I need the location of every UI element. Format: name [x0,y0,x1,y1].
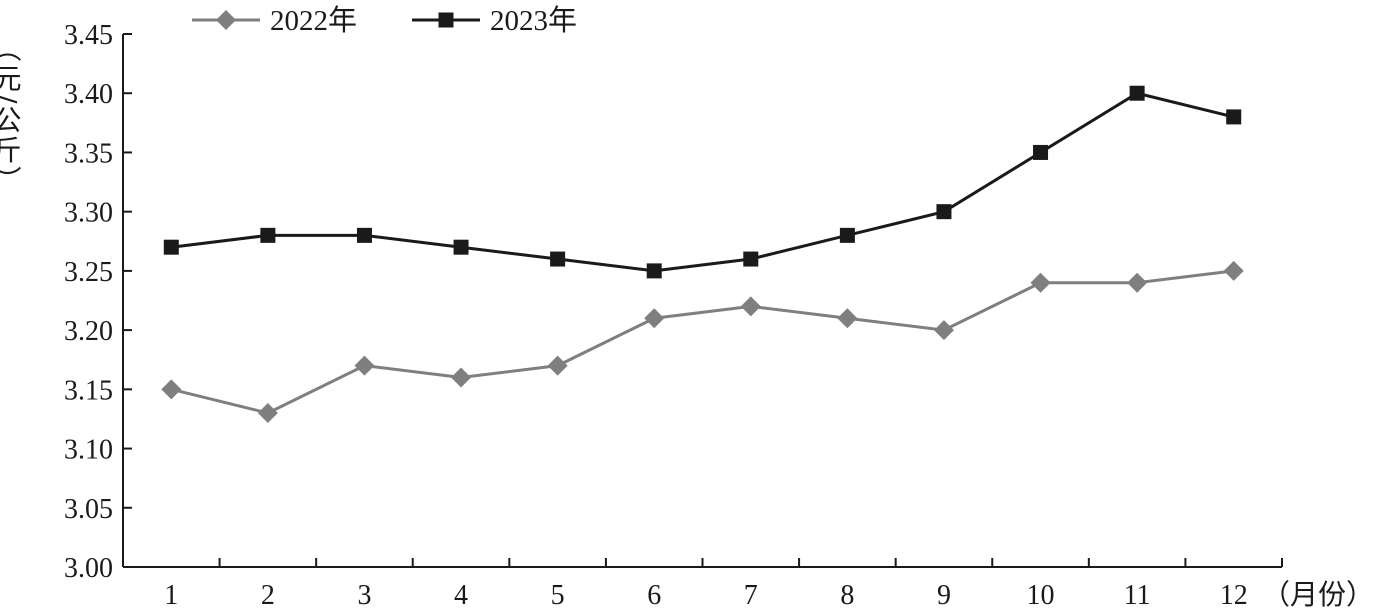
data-point [161,379,182,400]
x-axis-label: （月份） [1262,578,1374,611]
y-tick-label: 3.15 [64,375,113,406]
x-tick-label: 3 [357,580,371,611]
y-tick-label: 3.45 [64,20,113,51]
data-point [1129,85,1145,101]
data-point [839,227,855,243]
y-axis-label: （元/公斤） [0,34,23,195]
x-tick-label: 8 [840,580,854,611]
x-tick-label: 10 [1027,580,1055,611]
y-tick-label: 3.30 [64,198,113,229]
data-point [1127,272,1148,293]
data-point [453,239,469,255]
y-tick-label: 3.20 [64,316,113,347]
data-point [163,239,179,255]
legend-marker [438,12,454,28]
data-point [1226,109,1242,125]
data-point [257,403,278,424]
legend-entry: 2022年 [192,4,357,37]
x-tick-label: 7 [744,580,758,611]
data-point [1223,260,1244,281]
x-tick-label: 1 [164,580,178,611]
x-tick-label: 4 [454,580,468,611]
series-line [171,91,1235,273]
series-line [170,269,1234,415]
y-tick-label: 3.25 [64,257,113,288]
data-point [1033,144,1049,160]
data-point [740,296,761,317]
data-point [837,308,858,329]
data-point [550,251,566,267]
y-tick-label: 3.05 [64,494,113,525]
data-point [646,263,662,279]
y-tick-label: 3.40 [64,79,113,110]
x-tick-label: 11 [1124,580,1151,611]
x-tick-label: 12 [1220,580,1248,611]
data-point [1030,272,1051,293]
legend-entry: 2023年 [412,4,577,37]
series-1 [161,260,1244,424]
data-point [933,320,954,341]
data-point [936,204,952,220]
x-tick-label: 9 [937,580,951,611]
data-point [356,227,372,243]
legend-label: 2022年 [270,4,357,37]
data-point [354,355,375,376]
data-point [547,355,568,376]
y-tick-label: 3.10 [64,435,113,466]
data-point [644,308,665,329]
series-2 [163,85,1242,279]
data-point [451,367,472,388]
x-tick-label: 2 [261,580,275,611]
y-tick-label: 3.00 [64,553,113,584]
data-point [743,251,759,267]
legend-marker [216,10,236,30]
x-tick-label: 5 [551,580,565,611]
x-tick-label: 6 [647,580,661,611]
y-tick-label: 3.35 [64,138,113,169]
data-point [260,227,276,243]
legend-label: 2023年 [490,4,577,37]
